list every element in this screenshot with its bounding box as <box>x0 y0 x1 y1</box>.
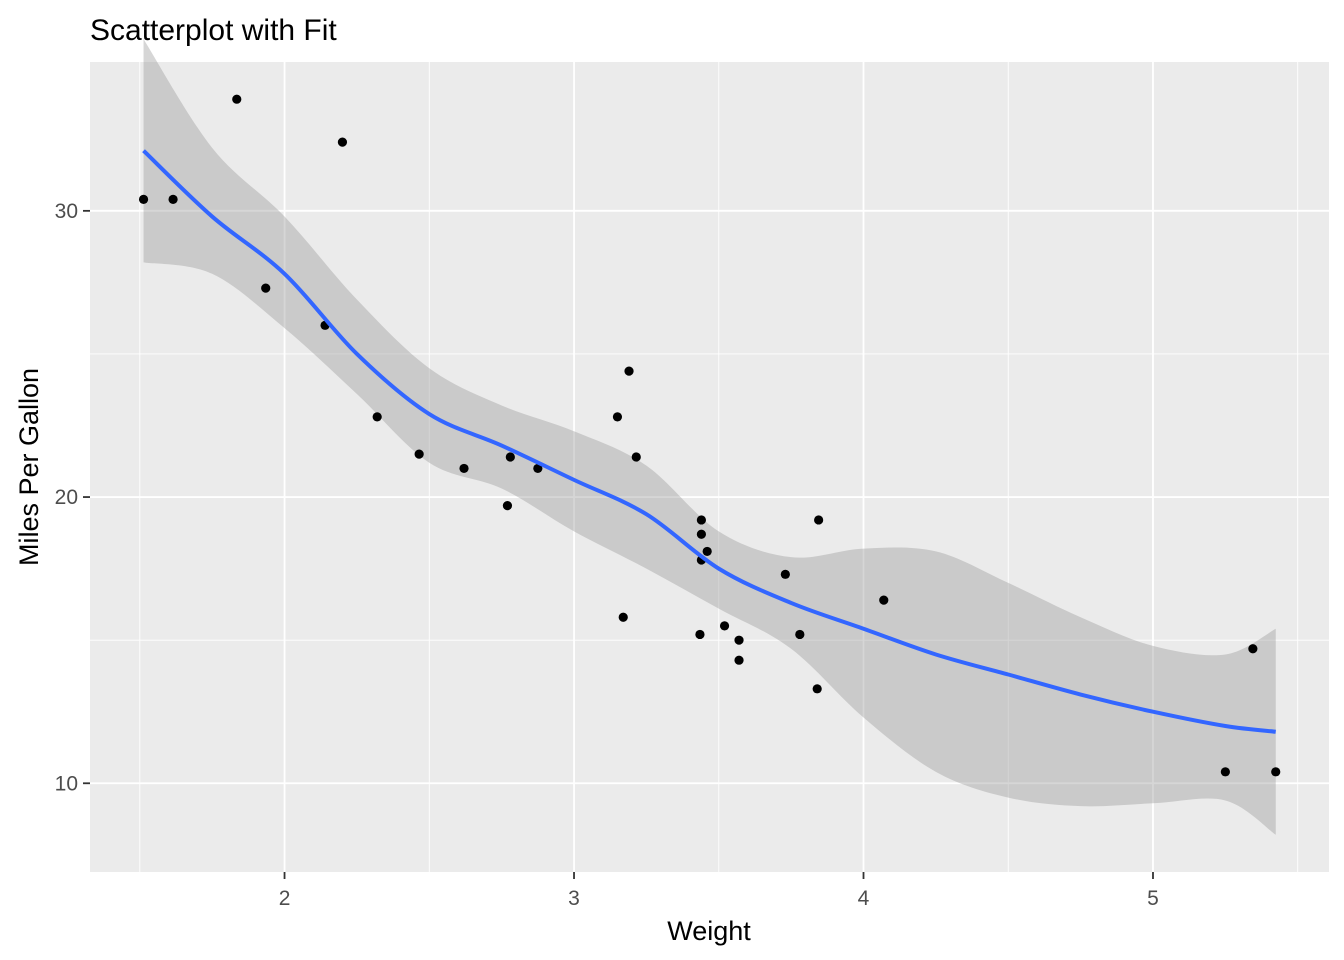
data-point <box>618 612 628 622</box>
data-point <box>696 529 706 539</box>
data-point <box>337 137 348 147</box>
plot-panel <box>90 62 1329 872</box>
data-point <box>1220 767 1230 777</box>
data-point <box>138 194 149 204</box>
data-point <box>624 366 634 376</box>
data-point <box>696 515 706 525</box>
data-point <box>261 283 271 293</box>
data-point <box>702 546 712 557</box>
loess-fit-line <box>142 149 1276 734</box>
data-point <box>533 463 543 474</box>
major-gridlines <box>90 62 1329 872</box>
chart-title: Scatterplot with Fit <box>90 14 337 47</box>
data-point <box>414 449 424 459</box>
data-point <box>879 595 889 605</box>
y-tick-label: 20 <box>55 486 78 509</box>
data-point <box>695 629 705 640</box>
data-point <box>814 515 824 525</box>
x-axis: 2 3 4 5 <box>279 872 1159 910</box>
data-point <box>1271 767 1281 777</box>
y-axis: 10 20 30 <box>55 200 90 795</box>
x-tick-label: 5 <box>1147 887 1159 910</box>
data-point <box>505 452 515 462</box>
x-tick-label: 3 <box>568 887 580 910</box>
x-axis-label: Weight <box>667 916 751 946</box>
data-point <box>734 635 744 645</box>
data-point <box>1248 644 1258 654</box>
y-axis-label: Miles Per Gallon <box>14 368 44 566</box>
x-tick-label: 4 <box>858 887 870 910</box>
data-point <box>502 501 513 511</box>
data-point <box>612 412 623 422</box>
data-point <box>631 452 641 462</box>
data-point <box>459 463 469 474</box>
data-points <box>138 94 1281 777</box>
data-point <box>795 629 805 640</box>
data-point <box>168 194 178 204</box>
y-tick-label: 10 <box>55 772 78 795</box>
data-point <box>780 569 790 579</box>
y-tick-label: 30 <box>55 200 78 223</box>
data-point <box>232 94 242 104</box>
x-tick-label: 2 <box>279 887 291 910</box>
data-point <box>719 621 730 631</box>
data-point <box>372 412 382 422</box>
confidence-ribbon <box>143 39 1276 835</box>
data-point <box>734 655 744 665</box>
data-point <box>812 684 822 694</box>
